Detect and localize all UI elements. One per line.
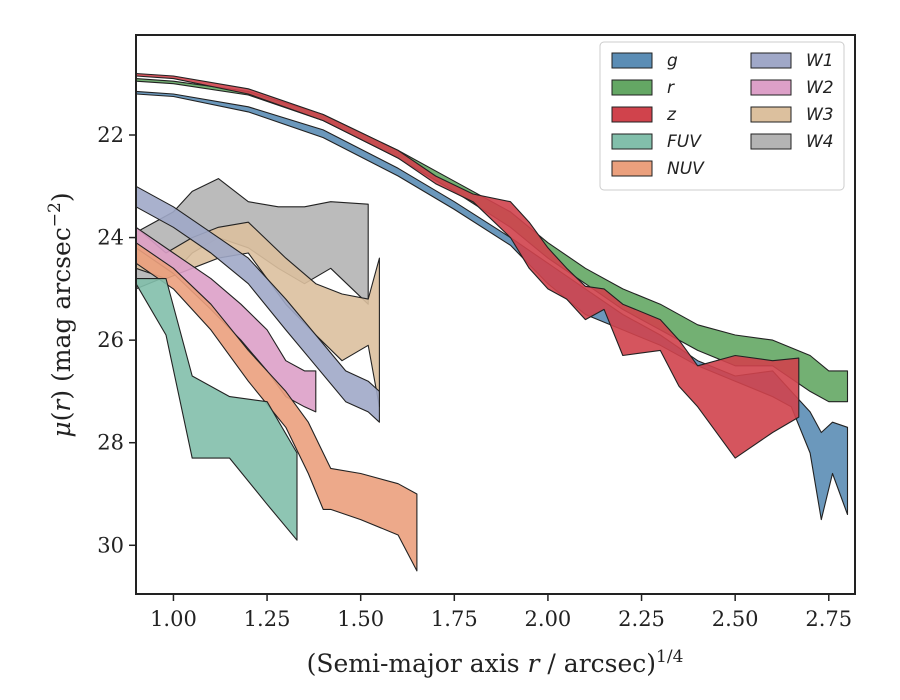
legend-swatch-fuv — [611, 133, 653, 150]
y-tick-label: 28 — [97, 431, 124, 455]
legend-label-w3: W3 — [806, 105, 834, 125]
legend-swatch-w2 — [750, 79, 792, 96]
y-axis-label: μ(r) (mag arcsec−2) — [45, 192, 76, 437]
x-tick-label: 1.75 — [431, 607, 478, 631]
series-areas — [135, 72, 849, 572]
y-tick-label: 22 — [97, 123, 124, 147]
y-axis-ticks: 22 24 26 28 30 — [97, 123, 136, 557]
legend-label-g: g — [667, 51, 678, 71]
legend-swatch-w3 — [750, 106, 792, 123]
series-band-w1 — [135, 185, 380, 423]
legend-swatch-z — [611, 106, 653, 123]
legend-swatch-w4 — [750, 133, 792, 150]
legend-label-w2: W2 — [806, 78, 834, 98]
x-tick-label: 1.50 — [337, 607, 384, 631]
legend-swatch-g — [611, 52, 653, 69]
chart-legend: grz FUV NUV W1 W2 W3 W4 — [599, 41, 845, 191]
legend-swatch-w1 — [750, 52, 792, 69]
legend-label-z: z — [666, 105, 677, 125]
series-band-nuv — [135, 242, 418, 572]
x-tick-label: 2.75 — [805, 607, 852, 631]
legend-label-nuv: NUV — [667, 159, 705, 179]
legend-label-w4: W4 — [806, 132, 834, 152]
x-tick-label: 2.25 — [618, 607, 665, 631]
axes-frame — [135, 34, 856, 595]
series-band-z — [135, 72, 800, 459]
x-tick-label: 1.00 — [150, 607, 197, 631]
legend-label-r: r — [667, 78, 675, 98]
y-tick-label: 26 — [97, 328, 124, 352]
legend-box — [599, 41, 845, 191]
legend-swatch-r — [611, 79, 653, 96]
x-axis-label: (Semi-major axis r / arcsec)1/4 — [307, 647, 684, 678]
y-tick-label: 24 — [97, 226, 124, 250]
x-axis-ticks: 1.00 1.25 1.50 1.75 2.00 2.25 2.50 2.75 — [150, 594, 852, 631]
series-band-fuv — [135, 278, 298, 541]
x-tick-label: 1.25 — [244, 607, 291, 631]
y-tick-label: 30 — [97, 533, 124, 557]
x-tick-label: 2.00 — [525, 607, 572, 631]
legend-label-fuv: FUV — [667, 132, 702, 152]
legend-swatch-nuv — [611, 160, 653, 177]
legend-label-w1: W1 — [806, 51, 834, 71]
x-tick-label: 2.50 — [712, 607, 759, 631]
